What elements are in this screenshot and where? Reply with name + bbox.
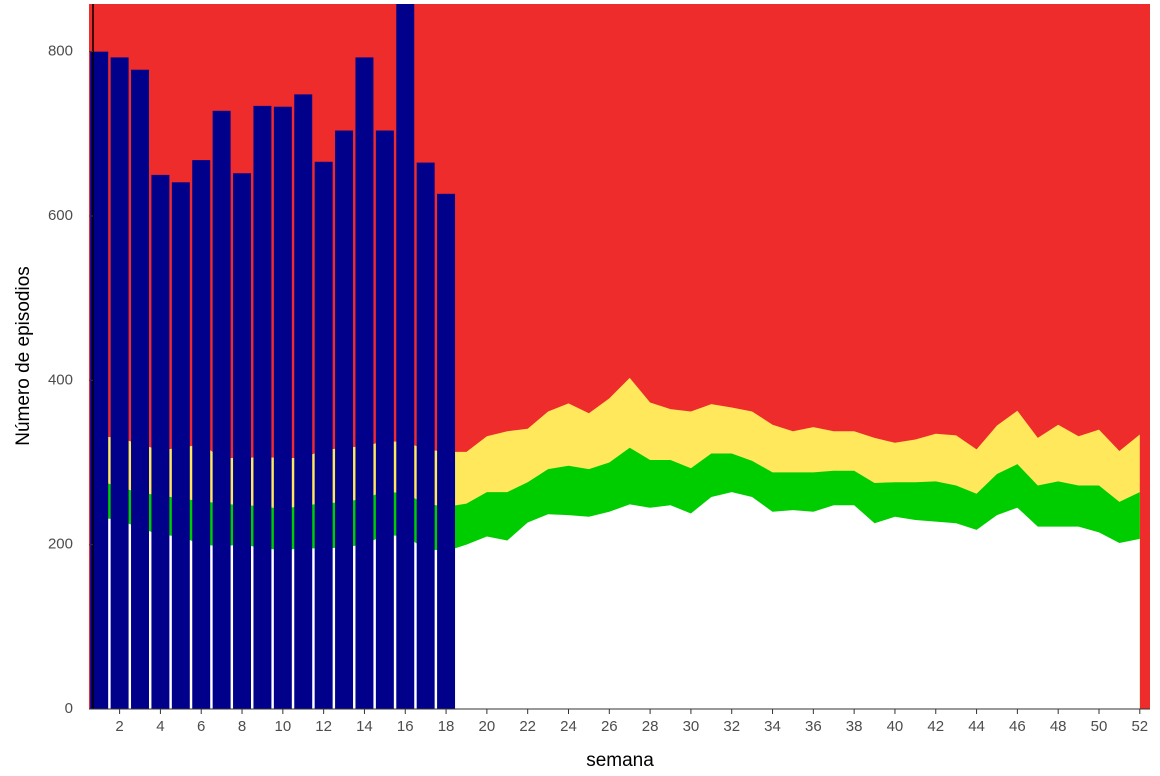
bar [110,57,129,709]
bar [273,106,292,709]
x-tick-label: 36 [805,718,822,735]
x-tick-label: 22 [519,718,536,735]
x-tick-label: 48 [1050,718,1067,735]
bar [171,182,190,709]
x-tick-label: 4 [156,718,164,735]
x-tick-label: 2 [115,718,123,735]
x-tick-label: 44 [968,718,985,735]
y-tick-label: 600 [48,207,73,224]
bar [131,69,149,709]
y-tick-label: 800 [48,43,73,60]
x-tick-label: 16 [397,718,414,735]
y-tick-label: 200 [48,536,73,553]
x-tick-label: 34 [764,718,781,735]
bar [294,94,313,709]
y-tick-label: 400 [48,371,73,388]
bar [151,174,170,709]
x-tick-label: 50 [1091,718,1108,735]
x-tick-label: 6 [197,718,205,735]
bar [314,161,333,709]
bar [233,173,252,709]
x-tick-label: 20 [479,718,496,735]
x-tick-label: 8 [238,718,246,735]
x-tick-label: 26 [601,718,618,735]
bar [192,160,211,709]
bar [437,193,456,709]
x-tick-label: 14 [356,718,373,735]
x-tick-label: 32 [723,718,740,735]
bar [355,57,374,709]
x-tick-label: 28 [642,718,659,735]
bar [335,130,354,709]
x-tick-label: 46 [1009,718,1026,735]
bar [396,4,415,709]
bar [253,105,272,709]
x-tick-label: 42 [927,718,944,735]
bar [375,130,394,709]
x-tick-label: 38 [846,718,863,735]
bar [416,162,435,709]
x-tick-label: 52 [1131,718,1148,735]
y-tick-label: 0 [65,700,73,717]
x-tick-label: 30 [683,718,700,735]
bar [212,110,231,709]
bar [90,51,109,709]
x-axis-title: semana [586,750,654,771]
x-tick-label: 40 [887,718,904,735]
y-axis-title: Número de episodios [13,266,34,446]
x-tick-label: 24 [560,718,577,735]
x-tick-label: 18 [438,718,455,735]
x-tick-label: 12 [315,718,332,735]
plot-area [89,4,1150,709]
x-tick-label: 10 [274,718,291,735]
